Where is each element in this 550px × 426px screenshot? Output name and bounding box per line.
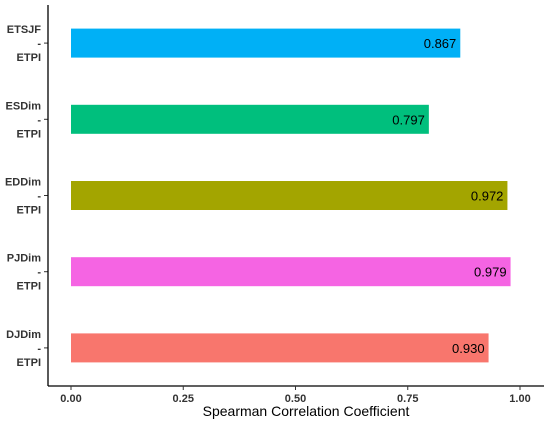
category-label-djdim-line-1: DJDim xyxy=(6,329,41,341)
x-tick-label: 1.00 xyxy=(509,393,530,405)
x-tick-label: 0.75 xyxy=(397,393,418,405)
x-tick-label: 0.00 xyxy=(60,393,81,405)
value-label-eddim: 0.972 xyxy=(471,189,504,204)
x-tick-label: 0.50 xyxy=(285,393,306,405)
value-label-djdim: 0.930 xyxy=(452,341,485,356)
value-label-esdim: 0.797 xyxy=(392,112,425,127)
category-label-esdim-line-1: ESDim xyxy=(6,100,42,112)
bar-etsjf xyxy=(71,28,461,58)
axes-layer: 0.00 0.25 0.50 0.75 1.00 xyxy=(44,5,544,405)
bars-layer xyxy=(71,28,511,363)
x-tick-label: 0.25 xyxy=(173,393,194,405)
bar-djdim xyxy=(71,333,489,363)
category-label-esdim-line-3: ETPI xyxy=(17,128,41,140)
category-labels-layer: ETSJF - ETPI ESDim - ETPI EDDim - ETPI PJDim - ETPI… xyxy=(5,24,41,369)
category-label-djdim-line-3: ETPI xyxy=(17,357,41,369)
category-label-etsjf-line-2: - xyxy=(37,38,41,50)
bar-pjdim xyxy=(71,257,511,287)
category-label-eddim-line-3: ETPI xyxy=(17,205,41,217)
category-label-djdim-line-2: - xyxy=(37,343,41,355)
bar-esdim xyxy=(71,104,429,134)
category-label-eddim-line-1: EDDim xyxy=(5,177,41,189)
category-label-eddim-line-2: - xyxy=(37,191,41,203)
category-label-pjdim-line-3: ETPI xyxy=(17,281,41,293)
category-label-pjdim-line-1: PJDim xyxy=(7,253,41,265)
value-label-pjdim: 0.979 xyxy=(474,265,507,280)
category-label-etsjf-line-3: ETPI xyxy=(17,52,41,64)
value-labels-layer: 0.867 0.797 0.972 0.979 0.930 xyxy=(392,36,506,356)
category-label-etsjf-line-1: ETSJF xyxy=(7,24,42,36)
category-label-esdim-line-2: - xyxy=(37,114,41,126)
category-label-pjdim-line-2: - xyxy=(37,267,41,279)
value-label-etsjf: 0.867 xyxy=(424,36,457,51)
x-axis-title: Spearman Correlation Coefficient xyxy=(203,403,410,419)
bar-eddim xyxy=(71,181,508,210)
